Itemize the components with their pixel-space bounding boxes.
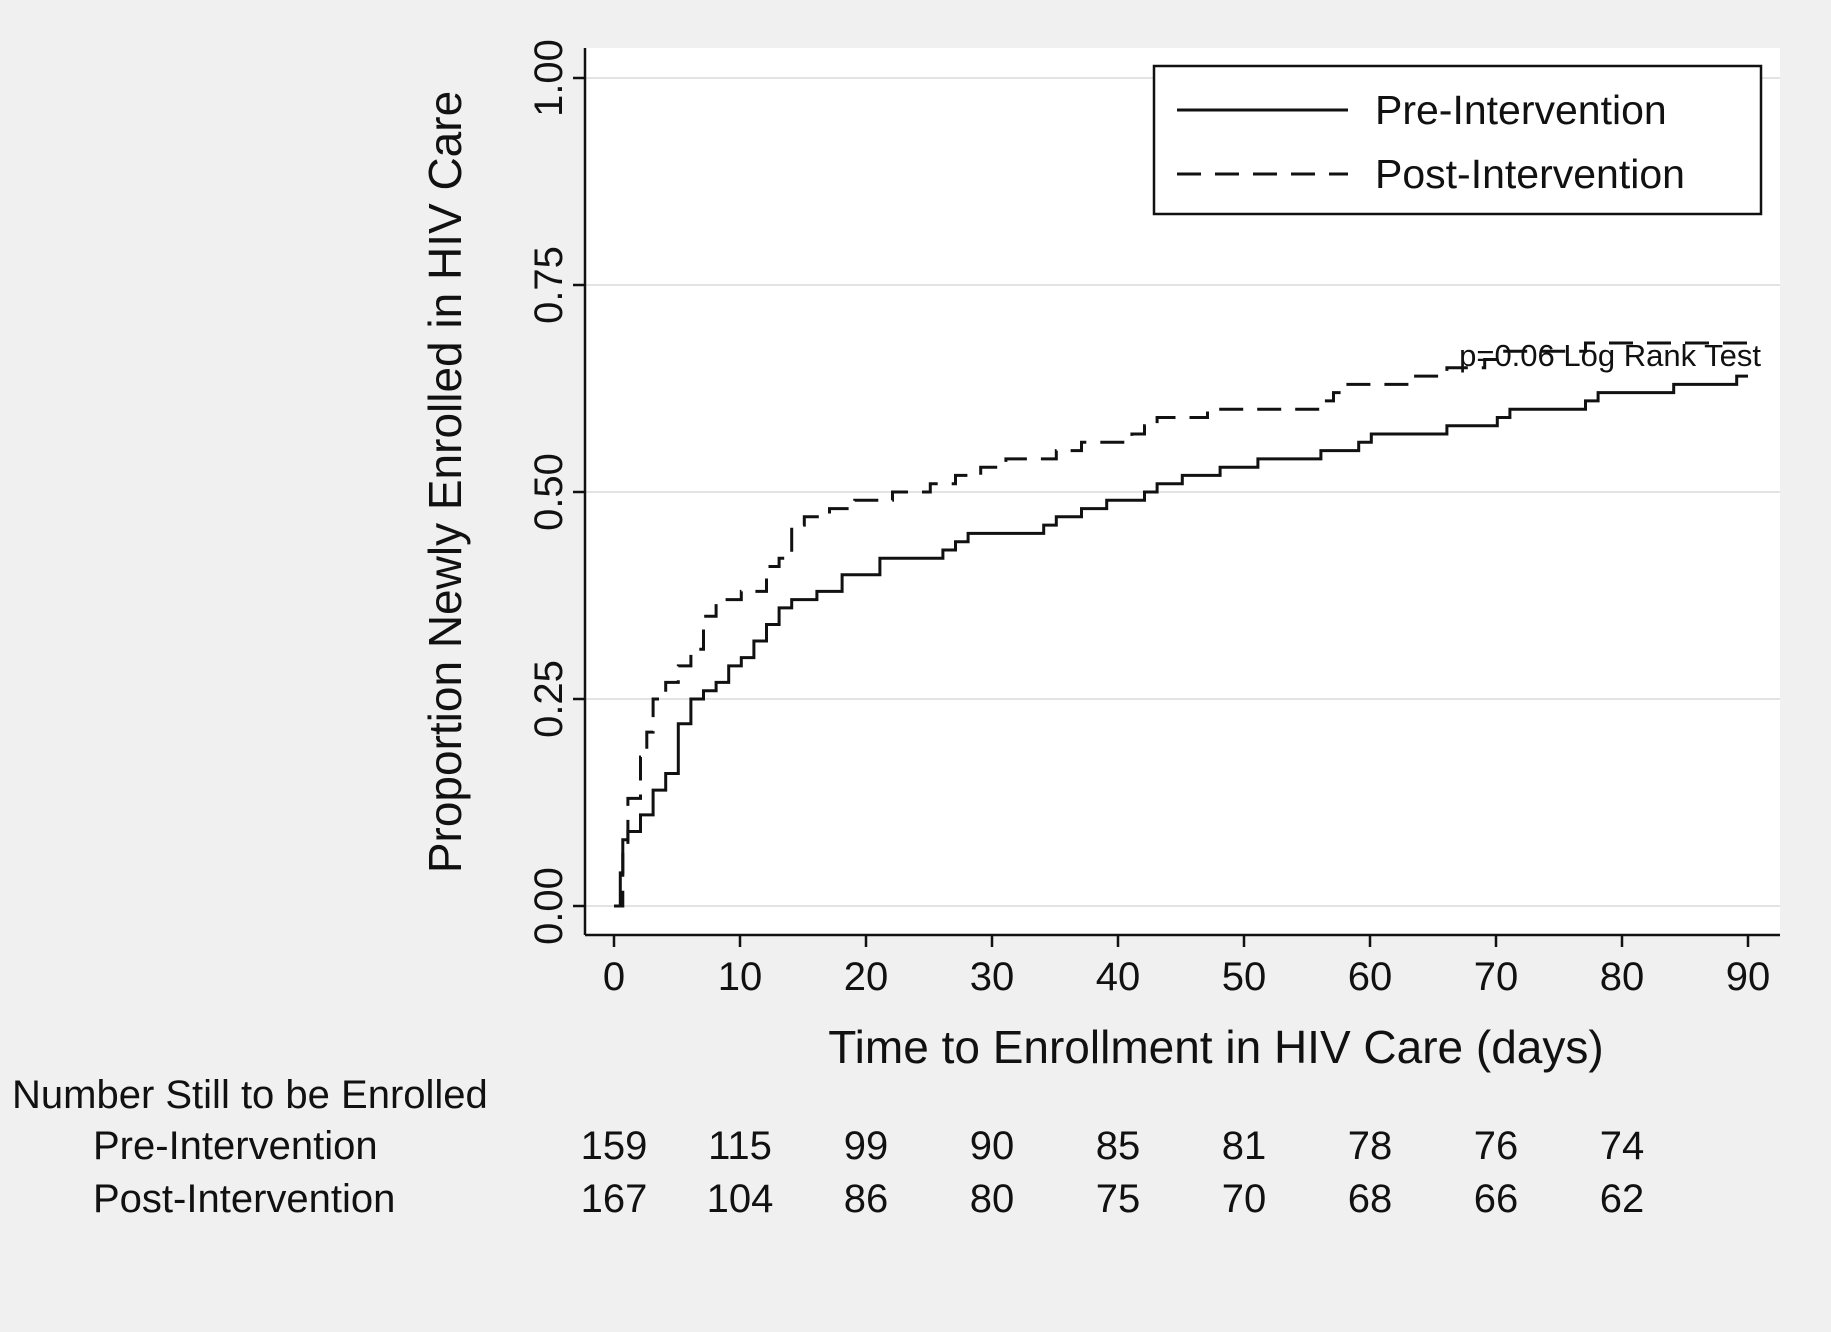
legend-label-pre: Pre-Intervention: [1375, 87, 1667, 133]
risk-value-post: 75: [1096, 1177, 1141, 1221]
legend-label-post: Post-Intervention: [1375, 151, 1685, 197]
x-tick-label: 50: [1222, 955, 1267, 999]
risk-table-values: 159 115 99 90 85 81 78 76 74 167 104 86 80 75 70 68 66 62: [581, 1124, 1645, 1221]
y-tick-label: 0.00: [527, 867, 571, 945]
risk-value-post: 167: [581, 1177, 648, 1221]
risk-value-pre: 74: [1600, 1124, 1645, 1168]
risk-value-pre: 78: [1348, 1124, 1393, 1168]
risk-value-post: 68: [1348, 1177, 1393, 1221]
x-tick-label: 20: [844, 955, 889, 999]
risk-table-title: Number Still to be Enrolled: [12, 1073, 488, 1117]
axes: 0.00 0.25 0.50 0.75 1.00 0 10 20 30 40 50 60 70 80 90: [527, 39, 1780, 999]
risk-value-post: 70: [1222, 1177, 1267, 1221]
y-tick-label: 0.75: [527, 246, 571, 324]
y-tick-label: 0.50: [527, 453, 571, 531]
risk-value-pre: 81: [1222, 1124, 1267, 1168]
series-group: [614, 341, 1748, 908]
risk-value-pre: 90: [970, 1124, 1015, 1168]
series-line-pre-intervention: [614, 374, 1748, 908]
risk-value-post: 66: [1474, 1177, 1519, 1221]
risk-value-post: 62: [1600, 1177, 1645, 1221]
x-tick-label: 60: [1348, 955, 1393, 999]
legend-box: [1152, 64, 1763, 216]
legend: Pre-Intervention Post-Intervention: [1152, 64, 1763, 216]
x-tick-label: 70: [1474, 955, 1519, 999]
x-tick-label: 40: [1096, 955, 1141, 999]
risk-row-label-post: Post-Intervention: [93, 1177, 395, 1221]
log-rank-annotation: p=0.06 Log Rank Test: [1459, 338, 1761, 373]
x-tick-label: 30: [970, 955, 1015, 999]
risk-value-post: 104: [707, 1177, 774, 1221]
x-tick-label: 0: [603, 955, 625, 999]
y-tick-label: 1.00: [527, 39, 571, 117]
y-axis-label: Proportion Newly Enrolled in HIV Care: [419, 91, 471, 873]
risk-value-pre: 99: [844, 1124, 889, 1168]
risk-value-pre: 159: [581, 1124, 648, 1168]
x-tick-label: 10: [718, 955, 763, 999]
risk-row-label-pre: Pre-Intervention: [93, 1124, 378, 1168]
risk-value-pre: 76: [1474, 1124, 1519, 1168]
risk-value-pre: 115: [708, 1124, 772, 1168]
series-line-post-intervention: [614, 341, 1748, 908]
risk-value-post: 80: [970, 1177, 1015, 1221]
y-tick-label: 0.25: [527, 660, 571, 738]
risk-value-post: 86: [844, 1177, 889, 1221]
x-axis-label: Time to Enrollment in HIV Care (days): [828, 1021, 1603, 1073]
x-tick-label: 80: [1600, 955, 1645, 999]
risk-table: Number Still to be Enrolled Pre-Interven…: [12, 1073, 1644, 1221]
x-tick-label: 90: [1726, 955, 1771, 999]
risk-value-pre: 85: [1096, 1124, 1141, 1168]
